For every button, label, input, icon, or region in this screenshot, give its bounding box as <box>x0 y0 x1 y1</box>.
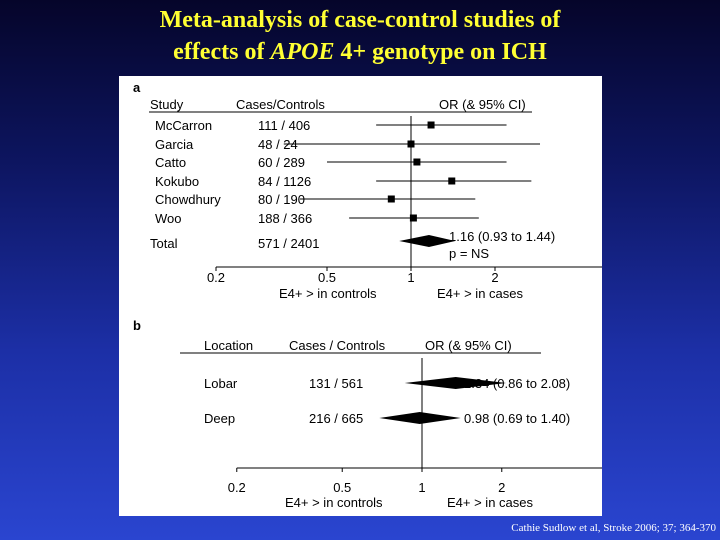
panel-b-row-effect-text: 0.98 (0.69 to 1.40) <box>464 411 570 426</box>
panel-b-row-effect-text: 1.34 (0.86 to 2.08) <box>464 376 570 391</box>
title-line-2-pre: effects of <box>173 39 271 65</box>
panel-b-x-label-left: E4+ > in controls <box>285 495 383 510</box>
panel-a-label: a <box>133 80 141 95</box>
panel-a-total-counts: 571 / 2401 <box>258 236 319 251</box>
panel-a-total-p-text: p = NS <box>449 246 489 261</box>
panel-a-x-tick-label: 2 <box>491 270 498 285</box>
panel-a-point-marker <box>409 214 417 222</box>
panel-a-study-counts: 60 / 289 <box>258 155 305 170</box>
panel-a-total-name: Total <box>150 236 178 251</box>
panel-a-total-effect-text: 1.16 (0.93 to 1.44) <box>449 229 555 244</box>
forest-plot-svg: a Study Cases/Controls OR (& 95% CI) McCarro… <box>133 80 602 510</box>
title-line-1: Meta-analysis of case-control studies of <box>159 7 561 33</box>
panel-a-header-counts: Cases/Controls <box>236 97 325 112</box>
panel-a-x-tick-label: 0.2 <box>207 270 225 285</box>
panel-b-row-counts: 216 / 665 <box>309 411 363 426</box>
panel-b-row-name: Deep <box>204 411 235 426</box>
panel-a-header-study: Study <box>150 97 184 112</box>
panel-a-study-name: Chowdhury <box>155 192 221 207</box>
panel-a-study-name: Kokubo <box>155 174 199 189</box>
panel-a-point-marker <box>387 195 395 203</box>
panel-a-study-counts: 84 / 1126 <box>258 174 311 189</box>
citation: Cathie Sudlow et al, Stroke 2006; 37; 36… <box>511 522 716 534</box>
panel-a-point-marker <box>448 177 456 185</box>
panel-a-study-name: Woo <box>155 211 182 226</box>
panel-a-study-counts: 188 / 366 <box>258 211 312 226</box>
panel-b-header-counts: Cases / Controls <box>289 338 386 353</box>
title-line-2: effects of APOE 4+ genotype on ICH <box>0 36 720 68</box>
panel-a-point-marker <box>413 158 421 166</box>
panel-a-study-counts: 80 / 190 <box>258 192 305 207</box>
panel-b-x-tick-label: 2 <box>498 480 505 495</box>
panel-a-study-counts: 111 / 406 <box>258 118 310 133</box>
panel-a-x-tick-label: 0.5 <box>318 270 336 285</box>
title-line-2-gene: APOE <box>270 39 335 65</box>
panel-b-label: b <box>133 318 141 333</box>
panel-a-study-name: Catto <box>155 155 186 170</box>
panel-a-point-marker <box>427 121 435 129</box>
panel-a-x-tick-label: 1 <box>407 270 414 285</box>
panel-b-x-tick-label: 0.5 <box>333 480 351 495</box>
panel-a-x-label-left: E4+ > in controls <box>279 286 377 301</box>
panel-a-total-diamond <box>399 235 456 247</box>
panel-b-x-tick-label: 0.2 <box>228 480 246 495</box>
panel-a-study-name: Garcia <box>155 137 194 152</box>
panel-b-row-counts: 131 / 561 <box>309 376 363 391</box>
forest-plot-panel: a Study Cases/Controls OR (& 95% CI) McCarro… <box>119 76 602 516</box>
panel-a-study-name: McCarron <box>155 118 212 133</box>
panel-a-header-effect: OR (& 95% CI) <box>439 97 526 112</box>
title-line-2-post: 4+ genotype on ICH <box>334 39 547 65</box>
slide-title: Meta-analysis of case-control studies of… <box>0 4 720 68</box>
panel-b-header-effect: OR (& 95% CI) <box>425 338 512 353</box>
panel-b-x-label-right: E4+ > in cases <box>447 495 533 510</box>
panel-a-x-label-right: E4+ > in cases <box>437 286 523 301</box>
panel-b-row-diamond <box>379 412 461 424</box>
panel-b-x-tick-label: 1 <box>418 480 425 495</box>
panel-b-row-diamond <box>404 377 507 389</box>
panel-b-header-location: Location <box>204 338 253 353</box>
panel-b-row-name: Lobar <box>204 376 238 391</box>
panel-a-study-counts: 48 / 24 <box>258 137 298 152</box>
